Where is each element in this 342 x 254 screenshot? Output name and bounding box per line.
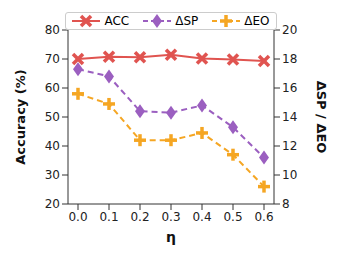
svg-text:70: 70 bbox=[45, 52, 60, 66]
svg-text:40: 40 bbox=[45, 139, 60, 153]
svg-text:0.3: 0.3 bbox=[161, 210, 180, 224]
html-text:ΔSP: ΔSP bbox=[175, 14, 199, 28]
svg-text:50: 50 bbox=[45, 110, 60, 124]
svg-text:80: 80 bbox=[45, 23, 60, 37]
svg-text:0.0: 0.0 bbox=[68, 210, 87, 224]
svg-text:0.6: 0.6 bbox=[254, 210, 273, 224]
svg-text:30: 30 bbox=[45, 168, 60, 182]
svg-text:η: η bbox=[166, 229, 176, 245]
svg-text:60: 60 bbox=[45, 81, 60, 95]
svg-text:20: 20 bbox=[45, 197, 60, 211]
svg-text:0.1: 0.1 bbox=[99, 210, 118, 224]
svg-text:20: 20 bbox=[282, 23, 297, 37]
html-text:ΔEO: ΔEO bbox=[244, 14, 270, 28]
svg-text:12: 12 bbox=[282, 139, 297, 153]
svg-text:Accuracy (%): Accuracy (%) bbox=[13, 69, 28, 165]
svg-text:0.2: 0.2 bbox=[130, 210, 149, 224]
svg-text:0.5: 0.5 bbox=[223, 210, 242, 224]
svg-text:8: 8 bbox=[282, 197, 290, 211]
svg-text:10: 10 bbox=[282, 168, 297, 182]
svg-text:14: 14 bbox=[282, 110, 297, 124]
svg-text:18: 18 bbox=[282, 52, 297, 66]
html-text:ACC: ACC bbox=[104, 14, 130, 28]
svg-text:ΔSP / ΔEO: ΔSP / ΔEO bbox=[314, 81, 329, 154]
svg-text:0.4: 0.4 bbox=[192, 210, 211, 224]
svg-text:16: 16 bbox=[282, 81, 297, 95]
